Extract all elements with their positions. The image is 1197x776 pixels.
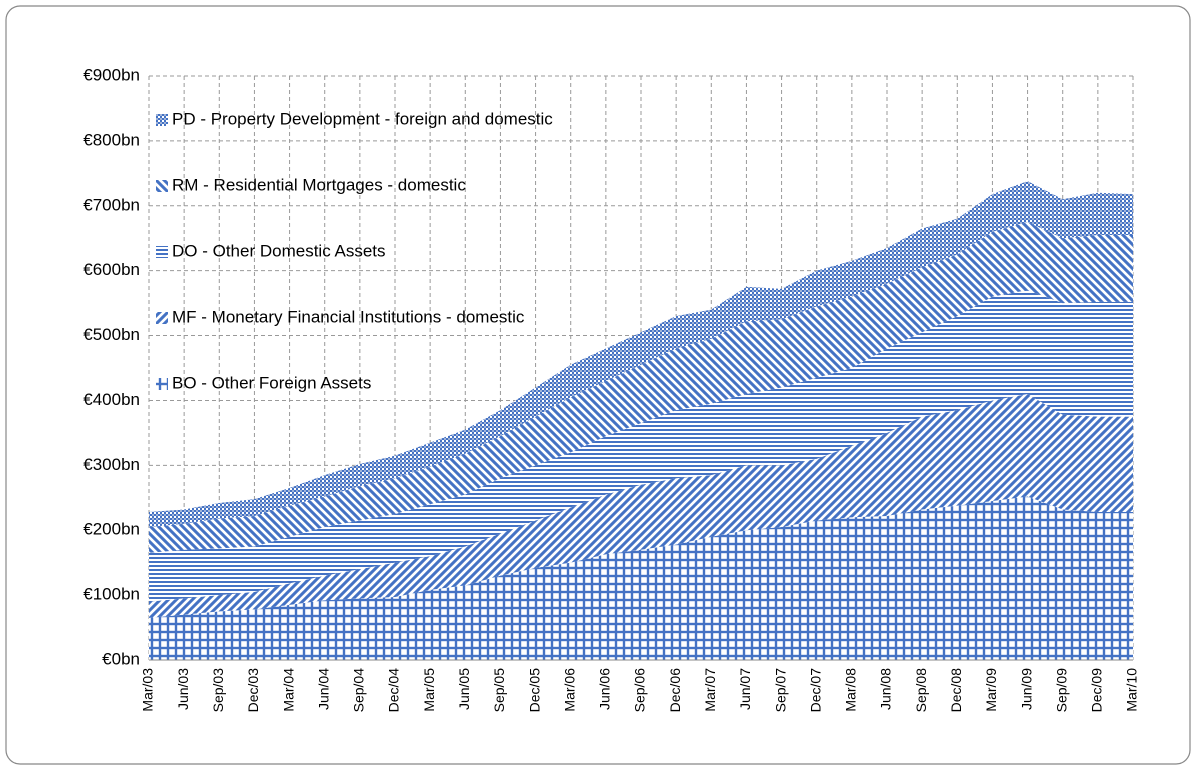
area (149, 290, 1133, 602)
x-tick-label: Mar/05 (421, 668, 437, 712)
x-tick-label: Jun/03 (175, 668, 191, 710)
x-tick-label: Sep/08 (913, 668, 929, 713)
legend-label: RM - Residential Mortgages - domestic (172, 175, 466, 194)
x-tick-label: Mar/04 (280, 668, 296, 712)
y-tick-label: €600bn (83, 260, 140, 279)
x-tick-label: Jun/08 (878, 668, 894, 710)
x-tick-label: Mar/07 (702, 668, 718, 712)
y-tick-label: €200bn (83, 520, 140, 539)
x-tick-label: Jun/06 (597, 668, 613, 710)
y-tick-label: €300bn (83, 455, 140, 474)
x-tick-label: Dec/09 (1089, 668, 1105, 713)
x-tick-label: Dec/06 (667, 668, 683, 713)
legend-swatch (156, 114, 168, 126)
legend-label: BO - Other Foreign Assets (172, 373, 371, 392)
area (149, 393, 1133, 618)
x-tick-label: Sep/04 (351, 668, 367, 713)
y-tick-label: €800bn (83, 130, 140, 149)
x-tick-label: Mar/06 (561, 668, 577, 712)
x-tick-label: Mar/03 (140, 668, 156, 712)
legend-swatch (156, 312, 168, 324)
y-tick-label: €100bn (83, 585, 140, 604)
x-tick-label: Sep/06 (632, 668, 648, 713)
area (149, 222, 1133, 553)
legend-swatch (156, 246, 168, 258)
x-tick-label: Mar/09 (983, 668, 999, 712)
x-tick-label: Dec/08 (948, 668, 964, 713)
area (149, 496, 1133, 660)
x-tick-label: Sep/03 (210, 668, 226, 713)
x-tick-label: Jun/04 (315, 668, 331, 710)
x-tick-label: Sep/05 (491, 668, 507, 713)
legend-label: PD - Property Development - foreign and … (172, 109, 553, 128)
x-tick-label: Mar/08 (843, 668, 859, 712)
x-tick-label: Sep/07 (772, 668, 788, 713)
legend-label: DO - Other Domestic Assets (172, 241, 386, 260)
x-tick-label: Dec/05 (526, 668, 542, 713)
x-tick-label: Dec/07 (807, 668, 823, 713)
y-tick-label: €0bn (102, 649, 140, 668)
x-tick-label: Dec/04 (386, 668, 402, 713)
y-tick-label: €400bn (83, 390, 140, 409)
legend-swatch (156, 180, 168, 192)
legend-label: MF - Monetary Financial Institutions - d… (172, 307, 525, 326)
x-tick-label: Dec/03 (245, 668, 261, 713)
x-tick-label: Jun/05 (456, 668, 472, 710)
x-tick-label: Sep/09 (1053, 668, 1069, 713)
area (149, 181, 1133, 527)
legend-swatch (156, 378, 168, 390)
y-tick-label: €700bn (83, 195, 140, 214)
y-tick-label: €900bn (83, 65, 140, 84)
x-tick-label: Jun/09 (1018, 668, 1034, 710)
x-tick-label: Mar/10 (1124, 668, 1140, 712)
x-tick-label: Jun/07 (737, 668, 753, 710)
y-tick-label: €500bn (83, 325, 140, 344)
